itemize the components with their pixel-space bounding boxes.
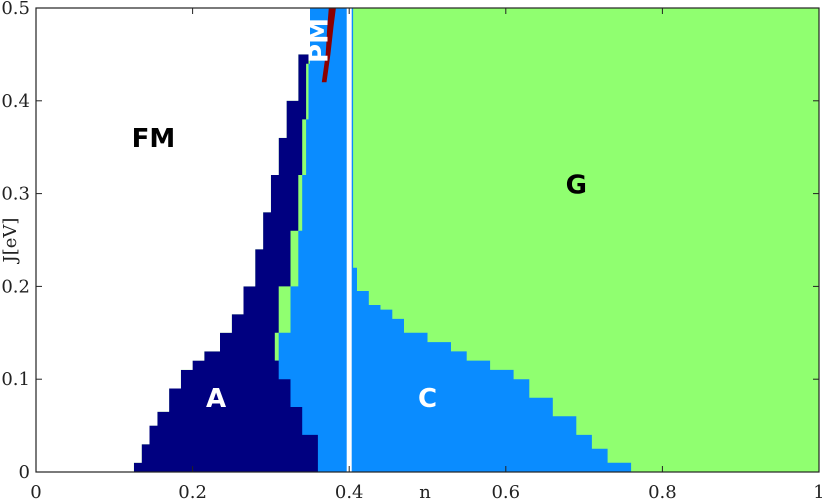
- region-label-a: A: [206, 384, 226, 414]
- x-axis-label: n: [419, 482, 431, 500]
- y-tick-label: 0: [19, 462, 30, 483]
- region-label-fm: FM: [132, 124, 176, 154]
- region-label-g: G: [566, 171, 587, 201]
- y-tick-label: 0.4: [1, 91, 30, 112]
- region-label-pm: PM: [304, 18, 334, 63]
- y-tick-label: 0.2: [1, 276, 30, 297]
- y-axis-label: J[eV]: [0, 218, 21, 265]
- region-c: [274, 8, 632, 472]
- x-tick-label: 0.8: [648, 482, 677, 500]
- y-tick-label: 0.5: [1, 0, 30, 19]
- region-pm: [321, 8, 336, 83]
- x-tick-label: 1: [813, 482, 822, 500]
- plot-frame: [35, 7, 820, 473]
- region-a: [126, 8, 318, 472]
- x-tick-label: 0.4: [335, 482, 364, 500]
- region-label-c: C: [418, 384, 437, 414]
- x-tick-label: 0.2: [178, 482, 207, 500]
- region-fm: [36, 8, 310, 472]
- x-tick-label: 0.6: [491, 482, 520, 500]
- y-tick-label: 0.3: [1, 184, 30, 205]
- x-tick-label: 0: [30, 482, 41, 500]
- y-tick-label: 0.1: [1, 369, 30, 390]
